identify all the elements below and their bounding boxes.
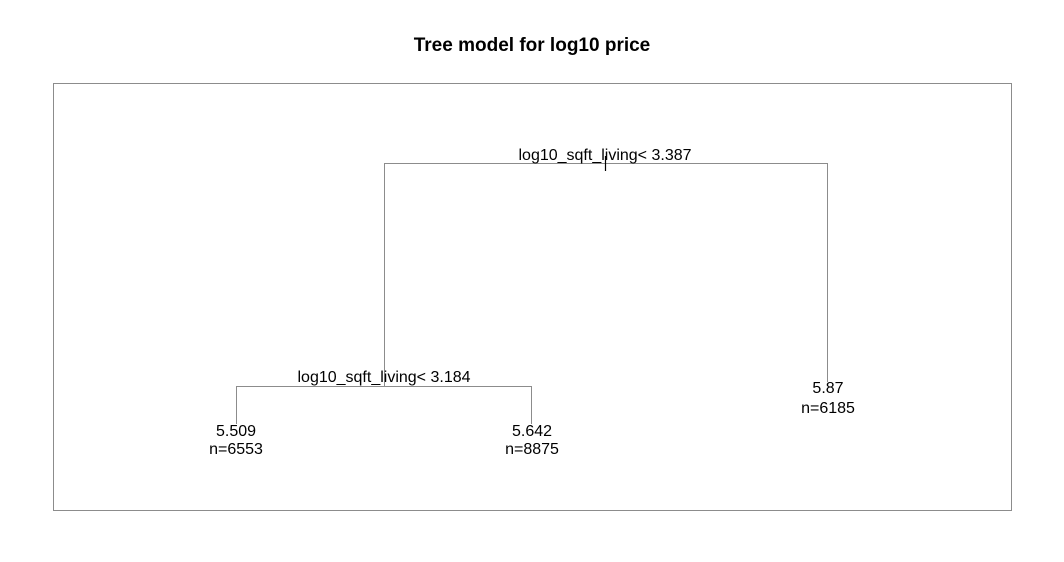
plot-frame [53,83,1012,511]
root-split-branches [384,156,828,386]
leaf-left-right: 5.642 n=8875 [505,423,559,458]
leaf-count: n=6185 [801,400,855,417]
left-split-label: log10_sqft_living< 3.184 [297,369,470,386]
left-split-branches [236,386,532,424]
plot-title: Tree model for log10 price [414,35,651,56]
leaf-left-left: 5.509 n=6553 [209,423,263,458]
leaf-count: n=6553 [209,441,263,458]
leaf-value: 5.642 [512,423,552,440]
leaf-value: 5.509 [216,423,256,440]
leaf-right: 5.87 n=6185 [801,380,855,417]
root-split-label: log10_sqft_living< 3.387 [518,147,691,164]
leaf-count: n=8875 [505,441,559,458]
leaf-value: 5.87 [812,380,843,397]
